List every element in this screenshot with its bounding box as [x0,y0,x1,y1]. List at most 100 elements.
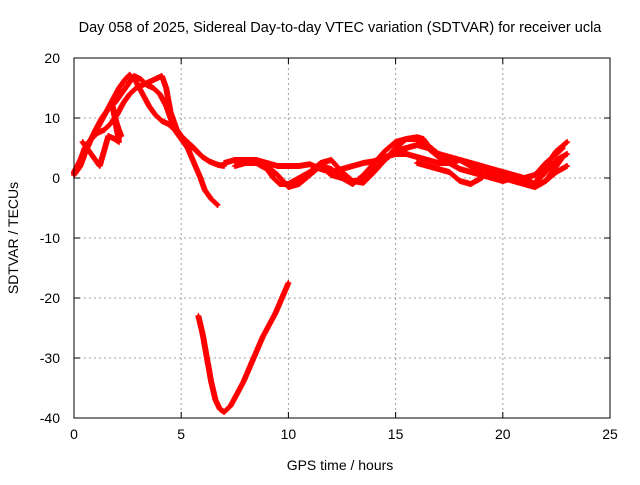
data-point [458,179,462,183]
data-point [329,167,333,171]
x-tick-label: 10 [281,426,297,442]
data-point [218,407,222,411]
y-tick-label: -30 [40,350,60,366]
data-point [447,161,451,165]
data-point [490,167,494,171]
data-point [276,173,280,177]
data-point [216,203,220,207]
data-point [115,122,119,126]
data-point [297,182,301,186]
data-point [175,128,179,132]
data-point [147,104,151,108]
data-point [98,164,102,168]
data-point [141,83,145,87]
data-point [286,281,290,285]
data-point [209,380,213,384]
data-point [554,164,559,168]
data-point [383,158,387,162]
data-point [121,101,125,105]
data-point [213,398,218,402]
series-arc-10 [195,280,292,415]
data-point [96,131,100,135]
tick-layer [73,57,611,419]
data-point [469,170,473,174]
data-point [203,188,207,192]
data-point [248,365,252,369]
data-point [81,140,85,144]
data-point [93,158,97,162]
data-point [102,128,106,132]
data-point [108,122,112,126]
data-point [198,176,203,180]
series-layer [71,71,571,415]
data-point [565,140,569,144]
data-point [329,173,333,177]
series-arc-4 [79,103,125,169]
data-point [233,164,237,168]
y-tick-label: 10 [44,110,60,126]
data-point [361,173,365,177]
data-point [276,164,280,168]
data-point [78,158,82,162]
data-point [201,155,205,159]
data-point [89,137,93,141]
data-point [479,164,483,168]
data-point [447,155,451,159]
ticklabel-layer: 0 5 10 15 20 25 -40 -30 -20 -10 0 10 20 [40,50,618,442]
data-point [340,176,344,180]
data-point [119,92,123,96]
data-point [308,173,312,177]
y-tick-label: -10 [40,230,60,246]
data-point [522,176,526,180]
data-point [85,146,89,150]
data-point [319,164,323,168]
data-point [404,152,408,156]
data-point [222,410,226,414]
series-arc-9 [414,145,566,187]
data-point [479,176,483,180]
data-point [436,161,441,165]
data-point [166,122,170,126]
data-point [544,179,548,183]
data-point [458,167,462,171]
data-point [561,155,565,159]
data-point [201,332,205,336]
data-point [421,137,426,141]
data-point [117,86,121,90]
data-point [273,311,278,315]
data-point [141,92,145,96]
x-tick-label: 5 [177,426,185,442]
data-point [278,182,282,186]
data-point [89,152,93,156]
data-point [160,74,164,78]
data-point [265,164,269,168]
series-markers [71,73,206,175]
data-point [501,173,505,177]
data-point [151,86,155,90]
data-point [394,140,398,144]
data-point [447,170,451,174]
x-tick-label: 25 [602,426,618,442]
data-point [404,146,408,150]
data-point [168,110,173,114]
data-point [561,146,565,150]
data-point [286,164,290,168]
data-point [404,137,408,141]
data-point [361,179,365,183]
data-point [415,161,419,165]
data-point [128,92,132,96]
data-point [436,152,441,156]
x-tick-label: 15 [388,426,404,442]
data-point [372,161,376,165]
y-tick-label: 20 [44,50,60,66]
data-point [554,152,559,156]
data-point [280,296,284,300]
data-point [254,350,258,354]
data-point [511,179,516,183]
data-point [228,404,233,408]
data-point [415,155,419,159]
data-point [436,167,441,171]
data-point [533,185,537,189]
data-point [329,158,333,162]
